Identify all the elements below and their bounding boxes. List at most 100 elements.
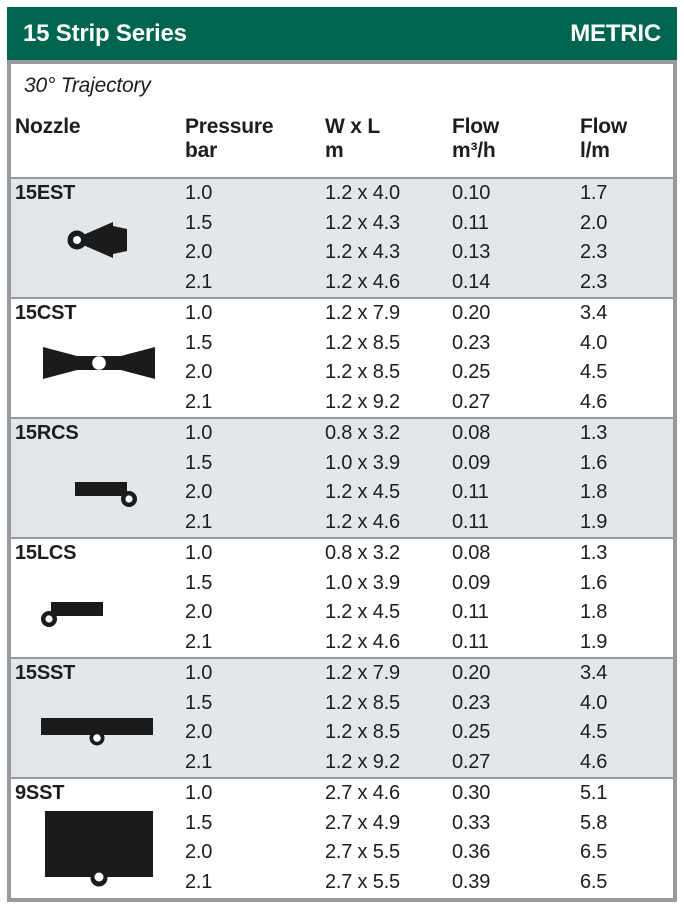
flow-lm-value: 6.5 — [580, 870, 608, 893]
nozzle-cell: 15RCS — [11, 419, 185, 537]
est-end-strip-nozzle-icon — [67, 217, 135, 263]
flow-lm-value: 1.9 — [580, 510, 608, 533]
w-x-l-value: 1.2 x 8.5 — [325, 721, 400, 744]
pressure-bar-value: 1.0 — [185, 782, 213, 805]
flow-lm-value: 1.3 — [580, 422, 608, 445]
w-x-l-value: 1.0 x 3.9 — [325, 571, 400, 594]
flow-m3h-value: 0.20 — [452, 302, 491, 325]
flow-lm-value: 6.5 — [580, 841, 608, 864]
column-label: Nozzle — [15, 115, 81, 138]
flow-m3h-value: 0.39 — [452, 870, 491, 893]
nozzle-cell: 15LCS — [11, 539, 185, 657]
flow-m3h-value: 0.11 — [452, 601, 489, 624]
w-x-l-value: 1.2 x 4.6 — [325, 270, 400, 293]
sst-side-strip-nozzle-icon — [41, 713, 153, 749]
flow-lm-value: 4.0 — [580, 691, 608, 714]
column-header-row: Nozzle Pressure bar W x L m Flow m³/h Fl… — [11, 108, 673, 177]
pressure-bar-value: 1.0 — [185, 302, 213, 325]
flow-lm-value: 4.0 — [580, 331, 608, 354]
nozzle-cell: 15EST — [11, 179, 185, 297]
flow-m3h-value: 0.08 — [452, 422, 491, 445]
flow-lm-value: 2.3 — [580, 241, 608, 264]
column-header-flow-m3h: Flow m³/h — [452, 115, 580, 177]
w-x-l-value: 1.2 x 4.3 — [325, 211, 400, 234]
spec-table: 30° Trajectory Nozzle Pressure bar W x L… — [7, 60, 677, 902]
lcs-left-corner-strip-nozzle-icon — [37, 595, 103, 631]
pressure-bar-value: 1.5 — [185, 691, 213, 714]
column-header-pressure: Pressure bar — [185, 115, 325, 177]
w-x-l-value: 2.7 x 5.5 — [325, 841, 400, 864]
pressure-bar-value: 2.1 — [185, 510, 213, 533]
trajectory-note: 30° Trajectory — [24, 74, 151, 97]
flow-lm-value: 1.3 — [580, 542, 608, 565]
nozzle-code: 15CST — [15, 302, 77, 324]
w-x-l-value: 1.2 x 7.9 — [325, 662, 400, 685]
pressure-bar-value: 2.1 — [185, 630, 213, 653]
flow-m3h-value: 0.20 — [452, 662, 491, 685]
w-x-l-value: 1.2 x 4.6 — [325, 630, 400, 653]
flow-m3h-value: 0.13 — [452, 241, 491, 264]
w-x-l-value: 1.2 x 4.0 — [325, 182, 400, 205]
pressure-bar-value: 2.0 — [185, 361, 213, 384]
flow-m3h-value: 0.27 — [452, 750, 491, 773]
column-header-nozzle: Nozzle — [11, 115, 185, 177]
column-header-wxl: W x L m — [325, 115, 452, 177]
rcs-right-corner-strip-nozzle-icon — [75, 475, 141, 511]
flow-lm-value: 1.9 — [580, 630, 608, 653]
w-x-l-value: 1.2 x 4.5 — [325, 601, 400, 624]
nozzle-group: 15EST 1.0 1.2 x 4.0 0.10 1.7 1.5 1.2 x 4.3 0.1… — [11, 177, 673, 297]
nozzle-group: 15CST 1.0 1.2 x 7.9 0.20 3.4 1.5 1.2 x 8.5 0.2… — [11, 297, 673, 417]
w-x-l-value: 1.2 x 8.5 — [325, 331, 400, 354]
pressure-bar-value: 1.5 — [185, 571, 213, 594]
flow-m3h-value: 0.27 — [452, 390, 491, 413]
pressure-bar-value: 2.0 — [185, 601, 213, 624]
w-x-l-value: 2.7 x 4.6 — [325, 782, 400, 805]
pressure-bar-value: 2.1 — [185, 270, 213, 293]
nozzle-code: 9SST — [15, 782, 65, 804]
w-x-l-value: 2.7 x 4.9 — [325, 811, 400, 834]
flow-m3h-value: 0.09 — [452, 451, 491, 474]
w-x-l-value: 1.2 x 7.9 — [325, 302, 400, 325]
flow-m3h-value: 0.30 — [452, 782, 491, 805]
nozzle-cell: 15CST — [11, 299, 185, 417]
column-label: Pressure — [185, 115, 274, 138]
w-x-l-value: 0.8 x 3.2 — [325, 422, 400, 445]
flow-lm-value: 3.4 — [580, 662, 608, 685]
flow-m3h-value: 0.23 — [452, 691, 491, 714]
flow-m3h-value: 0.11 — [452, 510, 489, 533]
flow-lm-value: 5.8 — [580, 811, 608, 834]
flow-lm-value: 4.5 — [580, 361, 608, 384]
flow-m3h-value: 0.11 — [452, 211, 489, 234]
column-label: Flow — [580, 115, 628, 138]
flow-lm-value: 4.6 — [580, 750, 608, 773]
flow-m3h-value: 0.09 — [452, 571, 491, 594]
flow-m3h-value: 0.36 — [452, 841, 491, 864]
flow-lm-value: 3.4 — [580, 302, 608, 325]
w-x-l-value: 0.8 x 3.2 — [325, 542, 400, 565]
pressure-bar-value: 1.5 — [185, 331, 213, 354]
nozzle-cell: 15SST — [11, 659, 185, 777]
w-x-l-value: 1.2 x 4.6 — [325, 510, 400, 533]
nozzle-code: 15EST — [15, 182, 76, 204]
flow-m3h-value: 0.25 — [452, 721, 491, 744]
column-label: Flow — [452, 115, 500, 138]
pressure-bar-value: 1.0 — [185, 542, 213, 565]
flow-m3h-value: 0.25 — [452, 361, 491, 384]
nozzle-group: 15SST 1.0 1.2 x 7.9 0.20 3.4 1.5 1.2 x 8.5 0.2… — [11, 657, 673, 777]
pressure-bar-value: 1.5 — [185, 211, 213, 234]
flow-m3h-value: 0.10 — [452, 182, 491, 205]
nozzle-group: 15LCS 1.0 0.8 x 3.2 0.08 1.3 1.5 1.0 x 3.9 0.0… — [11, 537, 673, 657]
flow-lm-value: 4.5 — [580, 721, 608, 744]
nozzle-groups: 15EST 1.0 1.2 x 4.0 0.10 1.7 1.5 1.2 x 4.3 0.1… — [11, 177, 673, 897]
column-unit: l/m — [580, 139, 610, 163]
nozzle-code: 15RCS — [15, 422, 79, 444]
pressure-bar-value: 2.0 — [185, 841, 213, 864]
column-unit: bar — [185, 139, 218, 163]
pressure-bar-value: 1.0 — [185, 662, 213, 685]
units-badge: METRIC — [570, 19, 661, 47]
flow-m3h-value: 0.33 — [452, 811, 491, 834]
w-x-l-value: 1.2 x 9.2 — [325, 390, 400, 413]
column-unit: m — [325, 139, 344, 163]
pressure-bar-value: 2.0 — [185, 241, 213, 264]
